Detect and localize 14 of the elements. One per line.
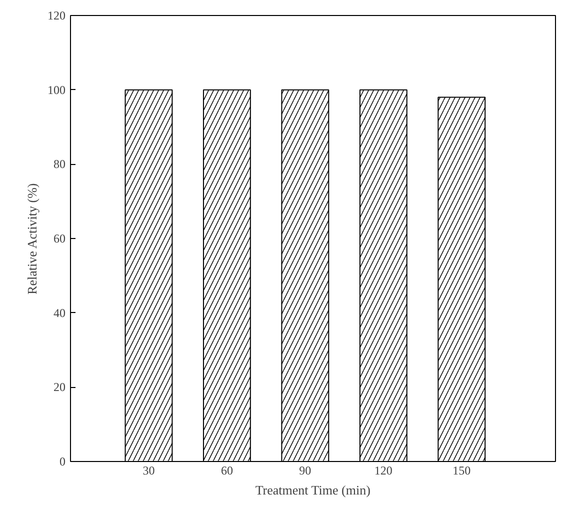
x-tick-label: 150 (452, 464, 471, 478)
x-tick-label: 90 (299, 464, 312, 478)
y-tick-label: 100 (48, 82, 66, 97)
x-tick-label: 30 (142, 464, 155, 478)
x-axis-title: Treatment Time (min) (255, 482, 370, 498)
y-tick-label: 40 (54, 306, 66, 320)
y-tick-label: 20 (54, 380, 66, 394)
y-axis-title: Relative Activity (%) (24, 183, 40, 294)
y-tick-label: 0 (60, 454, 66, 468)
x-tick-label: 60 (220, 464, 233, 478)
y-tick-label: 80 (54, 157, 66, 172)
y-tick-label: 120 (48, 8, 66, 22)
y-tick-label: 60 (54, 232, 66, 246)
x-tick-label: 120 (374, 464, 392, 478)
